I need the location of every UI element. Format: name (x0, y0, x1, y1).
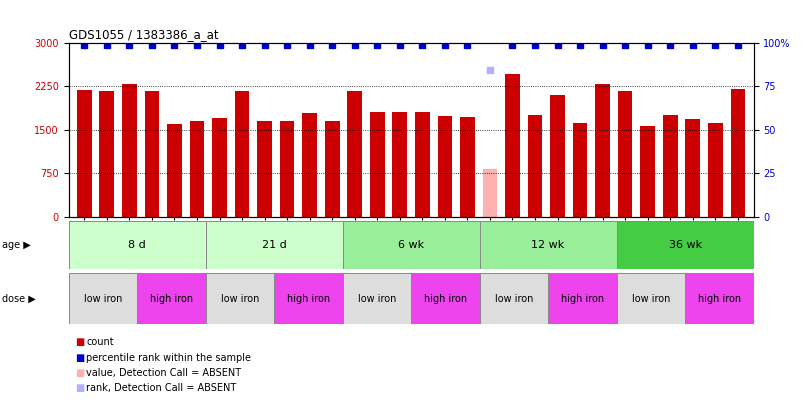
Bar (411, 273, 480, 324)
Text: ■: ■ (75, 353, 84, 362)
Text: rank, Detection Call = ABSENT: rank, Detection Call = ABSENT (86, 384, 236, 393)
Bar (206, 221, 343, 269)
Text: ■: ■ (75, 337, 84, 347)
Text: high iron: high iron (698, 294, 741, 304)
Text: age ▶: age ▶ (2, 240, 31, 250)
Bar (206, 273, 274, 324)
Bar (144, 91, 160, 217)
Bar (617, 273, 685, 324)
Bar (212, 118, 226, 217)
Text: high iron: high iron (287, 294, 330, 304)
Bar (708, 123, 723, 217)
Bar (280, 121, 294, 217)
Text: low iron: low iron (632, 294, 670, 304)
Bar (347, 91, 362, 217)
Text: low iron: low iron (358, 294, 396, 304)
Bar (640, 126, 655, 217)
Text: 21 d: 21 d (262, 240, 286, 250)
Bar (573, 123, 588, 217)
Text: low iron: low iron (84, 294, 122, 304)
Bar (550, 95, 565, 217)
Text: ■: ■ (75, 384, 84, 393)
Text: 6 wk: 6 wk (398, 240, 424, 250)
Text: low iron: low iron (221, 294, 259, 304)
Bar (77, 90, 92, 217)
Bar (460, 117, 475, 217)
Bar (663, 115, 678, 217)
Bar (235, 91, 249, 217)
Bar (438, 116, 452, 217)
Text: 12 wk: 12 wk (531, 240, 565, 250)
Bar (480, 221, 617, 269)
Text: value, Detection Call = ABSENT: value, Detection Call = ABSENT (86, 368, 241, 378)
Bar (257, 121, 272, 217)
Bar (370, 112, 384, 217)
Bar (69, 273, 137, 324)
Bar (393, 112, 407, 217)
Bar (167, 124, 182, 217)
Bar (122, 84, 137, 217)
Bar (483, 169, 497, 217)
Bar (528, 115, 542, 217)
Text: dose ▶: dose ▶ (2, 294, 35, 304)
Bar (325, 121, 339, 217)
Text: high iron: high iron (561, 294, 604, 304)
Text: high iron: high iron (424, 294, 467, 304)
Bar (596, 84, 610, 217)
Bar (685, 119, 700, 217)
Bar (343, 221, 480, 269)
Bar (415, 112, 430, 217)
Bar (480, 273, 548, 324)
Bar (548, 273, 617, 324)
Text: 36 wk: 36 wk (668, 240, 702, 250)
Bar (274, 273, 343, 324)
Bar (137, 273, 206, 324)
Bar (69, 221, 206, 269)
Bar (189, 121, 204, 217)
Text: ■: ■ (75, 368, 84, 378)
Bar (618, 91, 633, 217)
Text: high iron: high iron (150, 294, 193, 304)
Bar (685, 273, 754, 324)
Text: low iron: low iron (495, 294, 533, 304)
Bar (505, 74, 520, 217)
Bar (343, 273, 411, 324)
Text: count: count (86, 337, 114, 347)
Bar (302, 113, 317, 217)
Text: 8 d: 8 d (128, 240, 146, 250)
Bar (617, 221, 754, 269)
Bar (730, 89, 746, 217)
Bar (99, 91, 114, 217)
Text: GDS1055 / 1383386_a_at: GDS1055 / 1383386_a_at (69, 28, 218, 41)
Text: percentile rank within the sample: percentile rank within the sample (86, 353, 251, 362)
